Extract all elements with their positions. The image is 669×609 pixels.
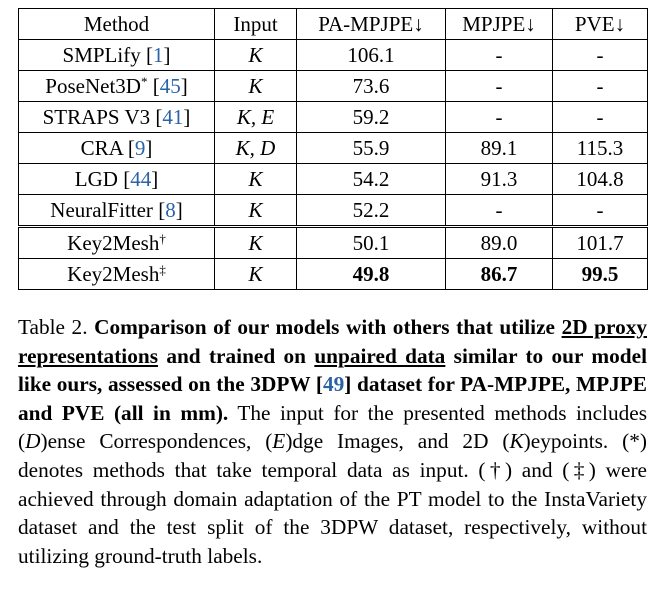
cell-input: K, E: [214, 101, 297, 133]
cell-pa-mpjpe: 106.1: [296, 39, 446, 71]
caption-bold-3: similar to our model like ours, assessed…: [18, 343, 647, 397]
caption-text-1: The input for the presented methods incl…: [18, 400, 647, 454]
cell-mpjpe: -: [445, 70, 553, 102]
caption-d-letter: D: [25, 429, 41, 454]
cell-method: Key2Mesh‡: [18, 258, 215, 290]
method-superscript: ‡: [159, 261, 166, 277]
cell-method: STRAPS V3 [41]: [18, 101, 215, 133]
method-name: STRAPS V3: [42, 104, 151, 129]
cell-pve: 104.8: [552, 163, 648, 195]
caption-citation[interactable]: 49: [323, 372, 345, 397]
caption-bold-4: ] dataset for PA-MPJPE, MPJPE and PVE (a…: [18, 372, 647, 425]
cell-pve: -: [552, 101, 648, 133]
method-name: Key2Mesh: [67, 261, 160, 286]
cell-method: NeuralFitter [8]: [18, 194, 215, 227]
cell-method: LGD [44]: [18, 163, 215, 195]
cell-pa-mpjpe: 73.6: [296, 70, 446, 102]
method-citation[interactable]: 44: [130, 166, 152, 191]
cell-pve: 99.5: [552, 258, 648, 290]
method-name: CRA: [80, 135, 123, 160]
table-header-row: Method Input PA-MPJPE↓ MPJPE↓ PVE↓: [18, 8, 648, 40]
method-citation[interactable]: 45: [159, 73, 181, 98]
caption-text-2: )ense Correspondences, (: [40, 429, 273, 454]
cell-input: K: [214, 39, 297, 71]
cell-pve: 115.3: [552, 132, 648, 164]
table-body: SMPLify [1] K 106.1- - PoseNet3D* [45] K 73.6-…: [18, 39, 648, 290]
cell-pa-mpjpe: 59.2: [296, 101, 446, 133]
cell-mpjpe: 91.3: [445, 163, 553, 195]
method-citation[interactable]: 8: [165, 197, 176, 222]
caption-k-letter: K: [509, 429, 524, 454]
cell-mpjpe: 89.1: [445, 132, 553, 164]
cell-method: SMPLify [1]: [18, 39, 215, 71]
cell-pa-mpjpe: 54.2: [296, 163, 446, 195]
method-citation[interactable]: 1: [152, 42, 164, 67]
cell-input: K: [214, 194, 297, 227]
table-row: STRAPS V3 [41] K, E 59.2- -: [18, 101, 648, 133]
caption-underlined-2: unpaired data: [314, 343, 446, 368]
cell-mpjpe: 86.7: [445, 258, 553, 290]
method-superscript: *: [140, 73, 148, 89]
cell-mpjpe: -: [445, 39, 553, 71]
method-name: LGD: [74, 166, 118, 191]
table-row: LGD [44] K 54.2 91.3 104.8: [18, 163, 648, 195]
method-name: Key2Mesh: [67, 230, 160, 255]
caption-text-4: )eypoints. (*) denotes methods that take…: [18, 429, 647, 568]
header-method: Method: [18, 8, 215, 40]
cell-method: PoseNet3D* [45]: [18, 70, 215, 102]
cell-method: Key2Mesh†: [18, 225, 215, 259]
caption-underlined-1: 2D proxy representations: [18, 315, 648, 368]
cell-input: K: [214, 258, 297, 290]
method-citation[interactable]: 41: [162, 104, 184, 129]
cell-pa-mpjpe: 50.1: [296, 225, 446, 259]
table-row: Key2Mesh† K 50.1 89.0 101.7: [18, 225, 648, 259]
caption-bold-1: Comparison of our models with others tha…: [94, 315, 555, 339]
cell-input: K: [214, 70, 297, 102]
table-row: Key2Mesh‡ K 49.8 86.7 99.5: [18, 258, 648, 290]
cell-method: CRA [9]: [18, 132, 215, 164]
cell-pa-mpjpe: 49.8: [296, 258, 446, 290]
cell-input: K, D: [214, 132, 297, 164]
caption-bold-2: and trained on: [166, 343, 307, 368]
table-row: SMPLify [1] K 106.1- -: [18, 39, 648, 71]
header-mpjpe: MPJPE↓: [445, 8, 553, 40]
cell-pve: -: [552, 194, 648, 227]
table-row: PoseNet3D* [45] K 73.6- -: [18, 70, 648, 102]
cell-pve: 101.7: [552, 225, 648, 259]
table-row: CRA [9] K, D 55.9 89.1 115.3: [18, 132, 648, 164]
table-caption: Table 2. Comparison of our models with o…: [18, 313, 647, 570]
header-pa-mpjpe: PA-MPJPE↓: [296, 8, 446, 40]
table-row: NeuralFitter [8] K 52.2- -: [18, 194, 648, 227]
cell-mpjpe: 89.0: [445, 225, 553, 259]
cell-pve: -: [552, 39, 648, 71]
header-pve: PVE↓: [552, 8, 648, 40]
results-table: Method Input PA-MPJPE↓ MPJPE↓ PVE↓ SMPLi…: [18, 8, 648, 290]
cell-input: K: [214, 225, 297, 259]
method-name: PoseNet3D: [45, 73, 141, 98]
caption-e-letter: E: [272, 429, 286, 454]
method-superscript: †: [159, 230, 166, 246]
cell-pa-mpjpe: 55.9: [296, 132, 446, 164]
cell-mpjpe: -: [445, 194, 553, 227]
caption-text-3: )dge Images, and 2D (: [285, 429, 510, 454]
cell-input: K: [214, 163, 297, 195]
cell-pa-mpjpe: 52.2: [296, 194, 446, 227]
header-input: Input: [214, 8, 297, 40]
method-citation[interactable]: 9: [134, 135, 146, 160]
caption-label: Table 2.: [18, 315, 88, 339]
method-name: SMPLify: [62, 42, 141, 67]
cell-mpjpe: -: [445, 101, 553, 133]
method-name: NeuralFitter: [50, 197, 153, 222]
cell-pve: -: [552, 70, 648, 102]
